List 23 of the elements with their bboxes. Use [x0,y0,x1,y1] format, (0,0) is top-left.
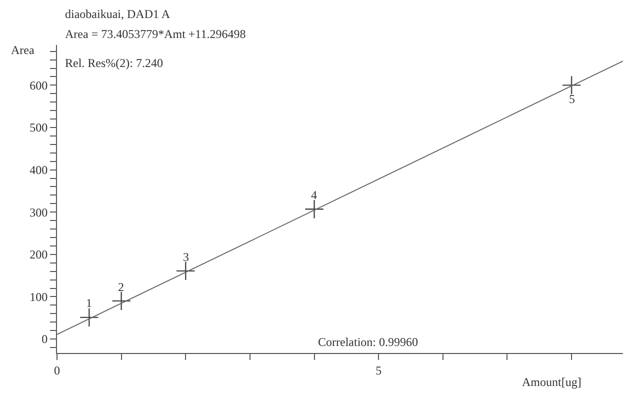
annotation: 3 [183,250,189,264]
annotation: 5 [569,92,575,106]
point [112,291,132,311]
y-tick-label: 500 [30,120,48,135]
point [304,199,324,219]
y-axis-title: Area [11,43,35,57]
point [176,261,196,281]
y-tick-label: 0 [42,332,48,346]
chart-title: diaobaikuai, DAD1 A [65,7,170,21]
x-axis-title: Amount[ug] [522,375,582,389]
point [562,75,582,95]
y-tick-label: 300 [30,205,48,220]
y-tick-label: 600 [30,78,48,92]
chart-subtitle: Area = 73.4053779*Amt +11.296498 [65,27,246,41]
point [79,308,99,328]
annotation: 2 [118,280,124,294]
y-tick-label: 100 [30,290,48,304]
annotation: 1 [86,296,92,310]
y-tick-label: 400 [30,163,48,178]
annotation: Correlation: 0.99960 [318,335,418,349]
annotation: 4 [311,188,317,202]
y-tick-label: 200 [30,248,48,262]
annotation: Rel. Res%(2): 7.240 [65,56,163,70]
